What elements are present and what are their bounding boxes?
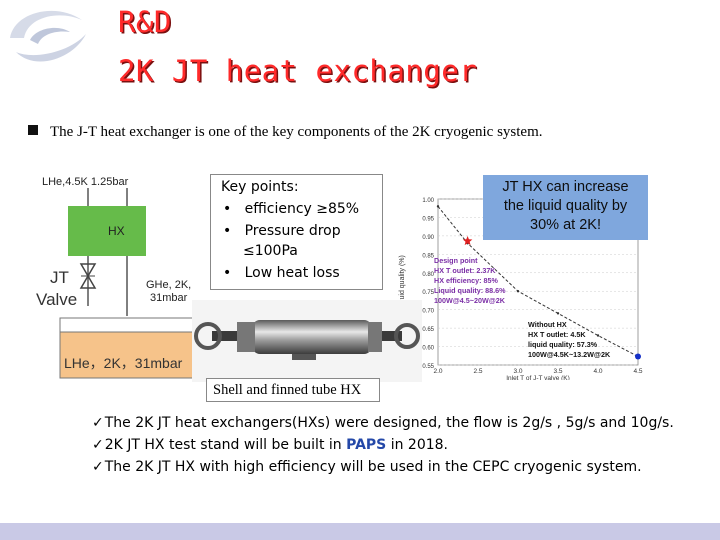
swirl-logo-icon <box>10 10 86 62</box>
callout-box: JT HX can increase the liquid quality by… <box>483 175 648 240</box>
x-tick-label: 4.5 <box>633 368 642 375</box>
y-tick-label: 0.60 <box>422 346 434 352</box>
y-tick-label: 0.95 <box>422 216 434 222</box>
y-axis-label: Liquid quality (%) <box>399 255 406 309</box>
design-annotation: Liquid quality: 88.6% <box>434 286 506 295</box>
design-annotation: HX T outlet: 2.37K <box>434 266 496 275</box>
data-point <box>596 334 600 337</box>
paps-highlight: PAPS <box>346 437 387 453</box>
keypoints-heading: Key points: <box>221 179 299 195</box>
without-hx-annotation: Without HX <box>528 320 567 329</box>
check-mark-icon: ✓ <box>92 459 104 475</box>
intro-text: The J-T heat exchanger is one of the key… <box>28 124 543 141</box>
keypoint-text: efficiency ≥85% <box>244 201 360 217</box>
bullet-text: The 2K JT heat exchangers(HXs) were desi… <box>104 415 674 431</box>
schematic-graphic <box>59 188 209 379</box>
keypoint-item: • efficiency ≥85% <box>223 201 360 217</box>
keypoint-continuation: ≤100Pa <box>243 243 298 259</box>
bullet-item: ✓The 2K JT HX with high efficiency will … <box>92 459 642 475</box>
slide-title-line2: 2K JT heat exchanger <box>118 54 478 88</box>
bullet-item: ✓The 2K JT heat exchangers(HXs) were des… <box>92 415 674 431</box>
callout-line: JT HX can increase <box>502 179 629 195</box>
keypoint-item: • Low heat loss <box>223 265 340 281</box>
keypoints-box: Key points: • efficiency ≥85% • Pressure… <box>210 174 383 290</box>
callout-line: 30% at 2K! <box>530 217 601 233</box>
heat-exchanger-photo <box>192 300 422 382</box>
y-tick-label: 0.70 <box>422 309 434 315</box>
y-tick-label: 0.55 <box>422 364 434 370</box>
x-tick-label: 4.0 <box>593 368 602 375</box>
keypoint-text: Pressure drop <box>244 223 341 239</box>
design-annotation: HX efficiency: 85% <box>434 276 499 285</box>
data-point <box>436 205 440 208</box>
bullet-item: ✓2K JT HX test stand will be built in PA… <box>92 437 448 453</box>
square-bullet-icon <box>28 125 38 135</box>
jt-label: JT <box>50 268 69 287</box>
without-hx-annotation: 100W@4.5K~13.2W@2K <box>528 350 611 359</box>
y-tick-label: 0.85 <box>422 253 434 259</box>
keypoint-text: Low heat loss <box>244 265 340 281</box>
callout-line: the liquid quality by <box>503 198 628 214</box>
y-tick-label: 0.90 <box>422 235 434 241</box>
without-hx-annotation: HX T outlet: 4.5K <box>528 330 586 339</box>
design-annotation: Design point <box>434 256 478 265</box>
intro-label: The J-T heat exchanger is one of the key… <box>50 124 543 140</box>
bullet-text: The 2K JT HX with high efficiency will b… <box>104 459 642 475</box>
without-hx-annotation: liquid quality: 57.3% <box>528 340 598 349</box>
hx-label: HX <box>108 224 125 238</box>
x-tick-label: 3.5 <box>553 368 562 375</box>
x-tick-label: 2.5 <box>473 368 482 375</box>
valve-label: Valve <box>36 290 78 309</box>
check-mark-icon: ✓ <box>92 437 104 453</box>
x-axis-label: Inlet T of J-T valve (K) <box>506 375 570 380</box>
jt-schematic: LHe,4.5K 1.25bar HX JT Valve GHe, 2K, 31… <box>28 166 209 388</box>
ghe-label-1: GHe, 2K, <box>146 279 192 291</box>
x-tick-label: 2.0 <box>433 368 442 375</box>
slide-title-line1: R&D <box>118 5 172 39</box>
without-hx-marker <box>635 353 641 360</box>
ghe-label-2: 31mbar <box>150 292 188 304</box>
lhe-label: LHe，2K，31mbar <box>64 355 183 371</box>
design-point-marker <box>462 236 473 246</box>
y-tick-label: 1.00 <box>422 198 434 204</box>
data-point <box>556 312 560 315</box>
series-line <box>437 206 639 357</box>
keypoint-item: • Pressure drop <box>223 223 341 239</box>
bullet-text: 2K JT HX test stand will be built in <box>104 437 347 453</box>
bullet-text: in 2018. <box>386 437 448 453</box>
x-tick-label: 3.0 <box>513 368 522 375</box>
data-point <box>516 290 520 293</box>
y-tick-label: 0.75 <box>422 290 434 296</box>
check-mark-icon: ✓ <box>92 415 104 431</box>
design-annotation: 100W@4.5~20W@2K <box>434 296 506 305</box>
footer-bar <box>0 523 720 540</box>
y-tick-label: 0.65 <box>422 327 434 333</box>
photo-caption: Shell and finned tube HX <box>206 378 380 402</box>
y-tick-label: 0.80 <box>422 272 434 278</box>
supply-label: LHe,4.5K 1.25bar <box>42 176 129 188</box>
